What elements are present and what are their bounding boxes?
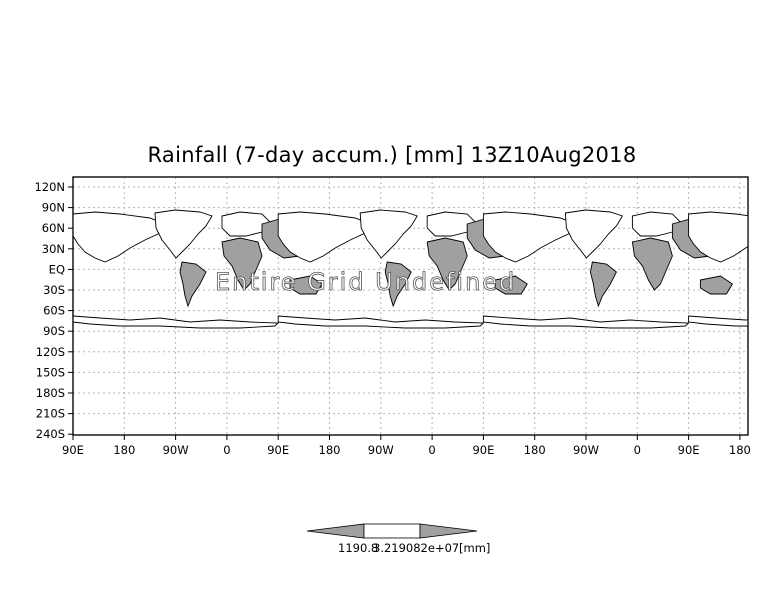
colorbar-right-arrow bbox=[419, 523, 478, 539]
continent-africa bbox=[221, 237, 263, 291]
continent-antarctica bbox=[277, 315, 485, 329]
continent-south-america bbox=[384, 261, 412, 308]
y-tick-label: 210S bbox=[36, 407, 65, 421]
y-tick-label: 120S bbox=[36, 345, 65, 359]
map-title: Rainfall (7-day accum.) [mm] 13Z10Aug201… bbox=[147, 143, 637, 167]
y-tick-label: 30S bbox=[43, 283, 65, 297]
entire-grid-undefined-overlay: Entire Grid Undefined bbox=[215, 268, 516, 296]
continent-africa bbox=[631, 237, 673, 291]
y-tick-label: 90N bbox=[42, 201, 65, 215]
continent-antarctica bbox=[688, 315, 748, 327]
x-tick-label: 90W bbox=[368, 443, 394, 457]
plot-area bbox=[68, 176, 784, 440]
x-tick-label: 90E bbox=[678, 443, 700, 457]
continent-north-america bbox=[564, 209, 624, 259]
continent-australia bbox=[494, 275, 528, 295]
x-tick-label: 0 bbox=[428, 443, 435, 457]
x-tick-label: 90E bbox=[267, 443, 289, 457]
gridlines bbox=[73, 177, 748, 435]
continent-north-america bbox=[771, 210, 784, 258]
x-tick-label: 180 bbox=[113, 443, 135, 457]
continent-eurasia bbox=[688, 211, 748, 263]
x-tick-label: 90E bbox=[62, 443, 84, 457]
continent-north-america bbox=[154, 209, 213, 259]
colorbar-max-label: 3.219082e+07 bbox=[373, 541, 459, 555]
y-tick-label: 60N bbox=[42, 221, 65, 235]
continent-antarctica bbox=[73, 315, 280, 329]
colorbar-unit-label: [mm] bbox=[459, 541, 490, 555]
y-tick-label: 60S bbox=[43, 304, 65, 318]
x-tick-label: 0 bbox=[634, 443, 641, 457]
x-tick-label: 90E bbox=[472, 443, 494, 457]
x-tick-label: 90W bbox=[573, 443, 599, 457]
y-tick-label: 120N bbox=[34, 180, 65, 194]
colorbar: 1190.8 3.219082e+07 [mm] bbox=[306, 523, 490, 555]
continent-eurasia bbox=[482, 211, 577, 263]
colorbar-box bbox=[363, 523, 421, 539]
x-tick-label: 180 bbox=[729, 443, 751, 457]
landmasses bbox=[73, 209, 784, 329]
x-tick-label: 180 bbox=[524, 443, 546, 457]
y-tick-label: 240S bbox=[36, 427, 65, 441]
continent-south-america bbox=[179, 261, 207, 308]
y-axis-labels: 120N 90N 60N 30N EQ 30S 60S 90S 120S 150S 180S 210S… bbox=[34, 180, 65, 441]
x-tick-label: 180 bbox=[319, 443, 341, 457]
continent-africa bbox=[426, 237, 468, 291]
y-tick-label: 150S bbox=[36, 365, 65, 379]
continent-north-america bbox=[359, 209, 418, 259]
x-axis-labels: 90E 180 90W 0 90E 180 90W 0 90E 180 90W 0 90E 180 bbox=[62, 443, 751, 457]
x-tick-label: 90W bbox=[163, 443, 189, 457]
continent-australia bbox=[699, 275, 734, 295]
continent-south-america bbox=[589, 261, 617, 308]
continent-eurasia bbox=[277, 211, 371, 263]
y-tick-label: 180S bbox=[36, 386, 65, 400]
y-tick-label: 90S bbox=[43, 324, 65, 338]
continent-australia bbox=[289, 275, 323, 295]
axis-ticks bbox=[68, 186, 741, 440]
continent-eurasia bbox=[73, 211, 166, 263]
y-tick-label: 30N bbox=[42, 242, 65, 256]
x-tick-label: 0 bbox=[223, 443, 230, 457]
y-tick-label: EQ bbox=[49, 262, 65, 276]
continent-antarctica bbox=[482, 315, 690, 329]
colorbar-left-arrow bbox=[306, 523, 365, 539]
continent-copy bbox=[688, 210, 784, 327]
colorbar-min-label: 1190.8 bbox=[338, 541, 378, 555]
